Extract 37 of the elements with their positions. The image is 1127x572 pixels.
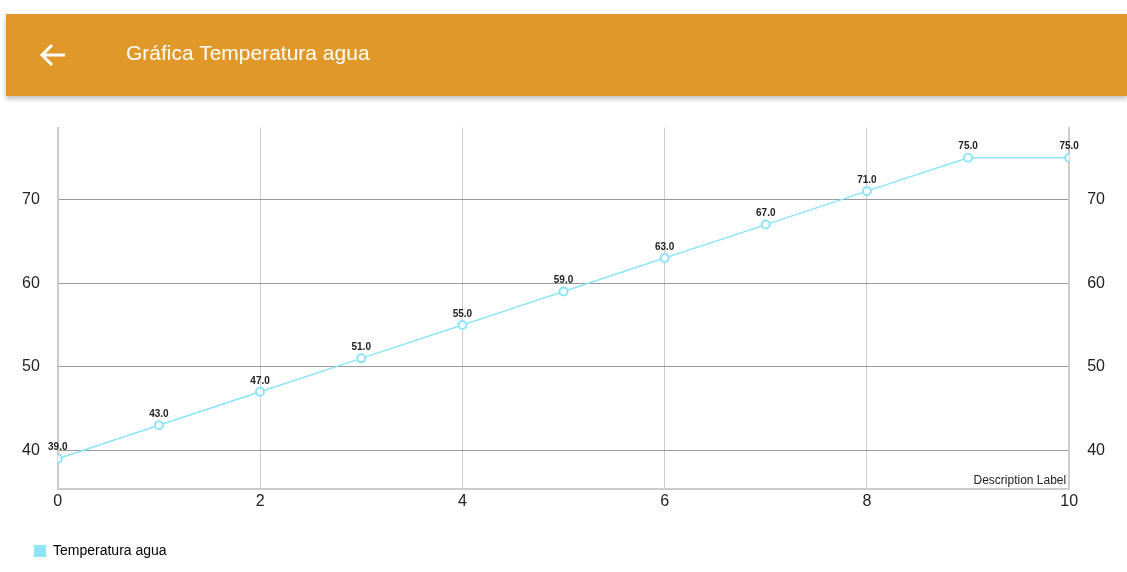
data-label: 47.0 [250,374,271,386]
annotation: Description Label [973,473,1067,488]
x-tick-label: 8 [862,491,872,509]
point [356,353,367,364]
legend-label: Temperatura agua [53,541,167,558]
data-label: 39.0 [48,441,68,453]
point [659,253,670,264]
y2-tick-label: 40 [1087,440,1106,458]
point [760,219,771,230]
x-tick-label: 6 [660,491,670,509]
data-label: 71.0 [857,173,878,185]
data-label: 75.0 [958,140,979,152]
point [963,152,974,163]
y-tick-label: 40 [22,440,40,458]
point [558,286,569,297]
point [861,186,872,197]
y2-tick-label: 70 [1087,189,1106,207]
point [457,319,468,330]
point [153,420,164,431]
data-label: 43.0 [149,408,170,420]
data-label: 67.0 [756,207,776,219]
x-tick-label: 4 [457,491,467,509]
y2-tick-label: 60 [1087,273,1106,291]
point [255,386,266,397]
data-label: 55.0 [452,307,473,319]
data-label: 75.0 [1059,140,1080,152]
y-tick-label: 50 [22,357,40,375]
x-tick-label: 10 [1060,491,1079,509]
data-label: 63.0 [654,240,675,252]
x-tick-label: 2 [255,491,265,509]
data-label: 51.0 [351,341,372,353]
y-tick-label: 60 [22,273,40,291]
y-tick-label: 70 [22,189,40,207]
y2-tick-label: 50 [1087,357,1106,375]
chart-title: Gráfica Temperatura agua [126,41,370,65]
x-tick-label: 0 [53,491,63,509]
data-label: 59.0 [553,274,574,286]
